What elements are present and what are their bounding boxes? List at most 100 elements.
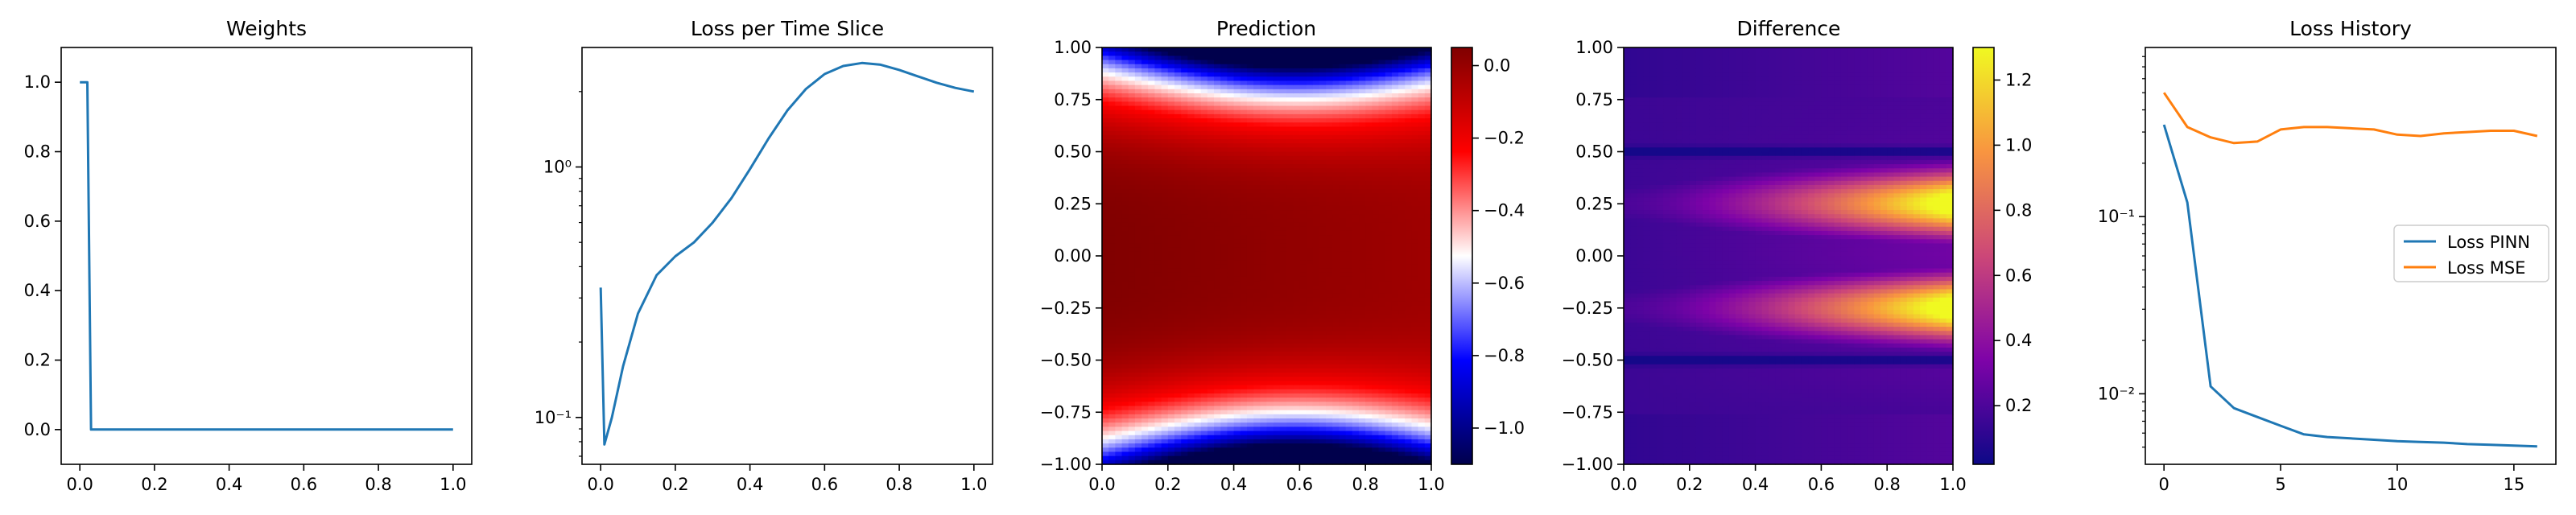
colorbar-tick-label: 0.0	[1484, 56, 1510, 76]
x-tick-label: 0.2	[662, 475, 688, 494]
panel-weights: Weights 0.0 0.2 0.4 0.6 0.8 1.00.00.20.40.60.…	[24, 17, 473, 494]
x-tick-label: 0.0	[66, 475, 93, 494]
plot-area: 0.0 0.2 0.4 0.6 0.8 1.0 0.0 0.2 0.4 0.6 0.8 1.0	[24, 72, 467, 494]
x-tick-label: 1.0	[960, 475, 987, 494]
series-line-loss-mse	[2162, 92, 2538, 145]
y-tick-label: −1.00	[1040, 455, 1092, 474]
legend-label-mse: Loss MSE	[2447, 258, 2525, 278]
y-tick-label: 10⁻²	[2098, 384, 2135, 403]
x-tick-label: 0	[2158, 475, 2169, 494]
colorbar-tick-label: −0.2	[1484, 129, 1525, 148]
plot-area: 0 5 10 15 10⁻² 10⁻¹	[2098, 56, 2538, 494]
y-tick-label: −0.25	[1040, 299, 1092, 318]
x-tick-label: 0.2	[1676, 475, 1703, 494]
colorbar-tick-label: −0.4	[1484, 201, 1525, 220]
axes-frame	[2145, 47, 2557, 465]
axes-frame	[581, 47, 993, 465]
panel-loss-history: Loss History 0 5 10 15 10⁻² 10⁻¹ Loss PINN Lo…	[2098, 17, 2557, 494]
x-tick-label: 1.0	[1939, 475, 1966, 494]
y-tick-label: −0.75	[1040, 402, 1092, 422]
x-tick-label: 1.0	[440, 475, 466, 494]
y-tick-label: 1.00	[1054, 38, 1092, 57]
x-tick-label: 0.8	[1352, 475, 1378, 494]
y-tick-label: −0.50	[1562, 351, 1613, 370]
chart-title: Loss per Time Slice	[691, 17, 884, 40]
y-tick-label: 0.50	[1054, 142, 1092, 162]
y-tick-label: 1.00	[1575, 38, 1613, 57]
colorbar: 0.2 0.4 0.6 0.8 1.0 1.2	[1972, 47, 2032, 465]
colorbar: −1.0 −0.8 −0.6 −0.4 −0.2 0.0	[1451, 47, 1525, 465]
y-tick-label: 0.2	[24, 351, 51, 370]
x-tick-label: 5	[2275, 475, 2285, 494]
x-tick-label: 15	[2503, 475, 2524, 494]
y-tick-label: 0.25	[1575, 194, 1613, 213]
y-tick-label: 0.25	[1054, 194, 1092, 213]
series-line-loss-pinn	[2162, 124, 2537, 448]
colorbar-tick-label: 0.2	[2005, 396, 2032, 415]
chart-title: Weights	[226, 17, 307, 40]
x-tick-label: 0.6	[291, 475, 317, 494]
colorbar-tick-label: 0.8	[2005, 200, 2032, 220]
colorbar-tick-label: −0.6	[1484, 274, 1525, 293]
chart-title: Difference	[1737, 17, 1841, 40]
y-tick-label: 10⁰	[543, 158, 572, 177]
x-tick-label: 0.6	[811, 475, 838, 494]
x-tick-label: 0.4	[1742, 475, 1769, 494]
y-tick-label: −1.00	[1562, 455, 1613, 474]
y-tick-label: 1.0	[24, 72, 51, 92]
colorbar-tick-label: 0.4	[2005, 331, 2032, 350]
y-tick-label: −0.75	[1562, 402, 1613, 422]
x-tick-label: 0.8	[886, 475, 912, 494]
colorbar-tick-label: −0.8	[1484, 346, 1525, 365]
y-tick-label: 0.8	[24, 142, 51, 162]
x-tick-label: 0.0	[1610, 475, 1637, 494]
y-tick-label: 0.50	[1575, 142, 1613, 162]
y-tick-label: 0.6	[24, 212, 51, 231]
y-tick-label: 0.4	[24, 281, 51, 300]
y-tick-label: −0.50	[1040, 351, 1092, 370]
plot-area: 0.0 0.2 0.4 0.6 0.8 1.0 10⁻¹ 10⁰	[535, 61, 988, 494]
colorbar-gradient	[1972, 47, 1995, 465]
chart-title: Loss History	[2289, 17, 2412, 40]
colorbar-tick-label: 1.0	[2005, 135, 2032, 154]
panel-loss-per-time-slice: Loss per Time Slice 0.0 0.2 0.4 0.6 0.8 1.0 10…	[535, 17, 993, 494]
series-line-0	[80, 80, 453, 431]
legend: Loss PINN Loss MSE	[2393, 225, 2549, 282]
x-tick-label: 0.4	[216, 475, 242, 494]
x-tick-label: 0.2	[1154, 475, 1181, 494]
heatmap-image: 0.0 0.2 0.4 0.6 0.8 1.0 −1.00 −0.75 −0.50 −0.25 0.…	[1562, 38, 1967, 494]
chart-title: Prediction	[1216, 17, 1316, 40]
y-tick-label: 0.0	[24, 420, 51, 439]
x-tick-label: 0.4	[737, 475, 763, 494]
x-tick-label: 10	[2387, 475, 2409, 494]
axes-frame	[60, 47, 473, 465]
y-tick-label: 10⁻¹	[535, 408, 572, 427]
series-line-0	[599, 61, 975, 446]
heatmap-image: 0.0 0.2 0.4 0.6 0.8 1.0 −1.00 −0.75 −0.50 −0.25 0.…	[1040, 38, 1445, 494]
x-tick-label: 0.6	[1286, 475, 1313, 494]
y-tick-label: 10⁻¹	[2098, 207, 2135, 226]
x-tick-label: 1.0	[1418, 475, 1444, 494]
x-tick-label: 0.0	[587, 475, 613, 494]
x-tick-label: 0.8	[365, 475, 391, 494]
y-tick-label: 0.75	[1054, 90, 1092, 109]
colorbar-tick-label: 1.2	[2005, 70, 2032, 89]
y-tick-label: 0.00	[1575, 246, 1613, 266]
x-tick-label: 0.2	[141, 475, 167, 494]
y-tick-label: 0.00	[1054, 246, 1092, 266]
axes-frame	[1623, 47, 1954, 465]
colorbar-tick-label: −1.0	[1484, 418, 1525, 438]
y-tick-label: 0.75	[1575, 90, 1613, 109]
x-tick-label: 0.4	[1220, 475, 1247, 494]
panel-difference: Difference 0.0 0.2 0.4 0.6 0.8 1.0 −1.00 −0.75 −…	[1562, 17, 2033, 494]
x-tick-label: 0.6	[1808, 475, 1835, 494]
x-tick-label: 0.0	[1088, 475, 1115, 494]
axes-frame	[1101, 47, 1432, 465]
y-tick-label: −0.25	[1562, 299, 1613, 318]
legend-label-pinn: Loss PINN	[2447, 233, 2530, 252]
x-tick-label: 0.8	[1873, 475, 1900, 494]
colorbar-tick-label: 0.6	[2005, 266, 2032, 285]
colorbar-gradient	[1451, 47, 1473, 465]
panel-prediction: Prediction 0.0 0.2 0.4 0.6 0.8 1.0 −1.00 −0.75 −…	[1040, 17, 1525, 494]
